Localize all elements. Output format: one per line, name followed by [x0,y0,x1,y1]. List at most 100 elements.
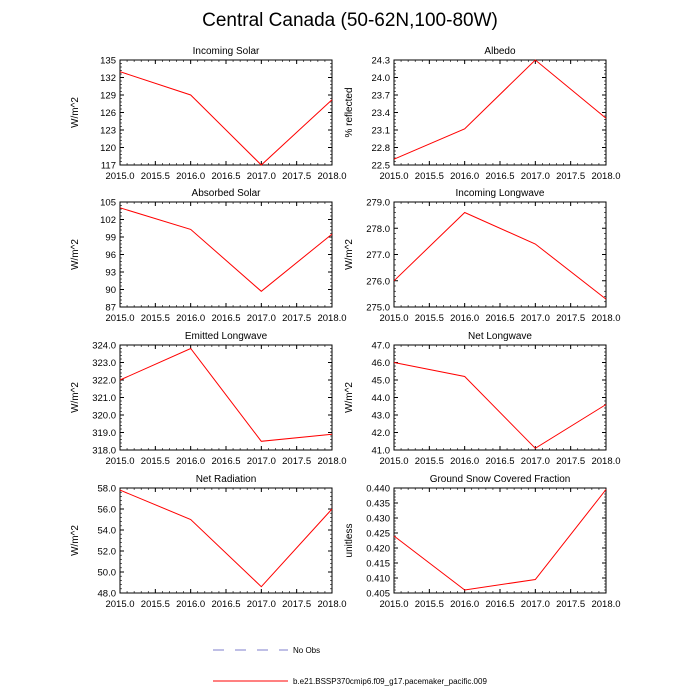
x-tick-label: 2018.0 [317,313,346,324]
x-tick-label: 2016.5 [211,313,240,324]
x-tick-label: 2016.0 [176,171,205,182]
y-tick-label: 50.0 [98,568,117,579]
panel-title: Net Longwave [468,331,532,342]
y-tick-label: 24.3 [372,56,391,67]
panel-title: Ground Snow Covered Fraction [430,474,571,485]
x-tick-label: 2015.0 [105,171,134,182]
x-tick-label: 2015.5 [141,456,170,467]
panel-net-longwave: Net Longwave W/m^2 2015.0 2015.5 2016.0 2016.… [344,331,621,467]
y-tick-label: 0.410 [366,574,390,585]
y-tick-label: 23.7 [372,91,391,102]
y-tick-label: 120 [100,143,116,154]
y-tick-label: 275.0 [366,303,390,314]
y-tick-label: 42.0 [372,428,391,439]
x-tick-label: 2016.0 [176,456,205,467]
x-tick-label: 2015.5 [415,313,444,324]
y-tick-label: 93 [105,268,116,279]
x-tick-label: 2017.5 [282,456,311,467]
series-line [119,71,333,166]
y-tick-label: 44.0 [372,393,391,404]
y-tick-label: 0.430 [366,514,390,525]
panel-title: Incoming Longwave [456,188,545,199]
panel-incoming-longwave: Incoming Longwave W/m^2 2015.0 2015.5 2016.0… [344,188,621,324]
x-tick-label: 2017.5 [556,456,585,467]
x-tick-label: 2015.0 [105,456,134,467]
y-tick-label: 126 [100,108,116,119]
plot-frame [393,487,607,594]
y-tick-label: 41.0 [372,446,391,457]
y-tick-label: 105 [100,198,116,209]
x-tick-label: 2015.5 [141,599,170,610]
panel-title: Albedo [484,46,516,57]
y-tick-label: 24.0 [372,73,391,84]
panel-title: Net Radiation [196,474,257,485]
plot-frame [393,344,607,451]
y-tick-label: 117 [101,161,116,172]
panel-title: Incoming Solar [193,46,260,57]
x-tick-label: 2015.0 [105,313,134,324]
y-tick-label: 0.440 [366,484,390,495]
series-line [119,347,333,442]
x-tick-label: 2017.5 [556,313,585,324]
x-tick-label: 2018.0 [591,313,620,324]
x-tick-label: 2017.0 [247,171,276,182]
x-tick-label: 2018.0 [591,456,620,467]
y-axis-label: W/m^2 [70,525,81,556]
x-tick-label: 2016.0 [176,599,205,610]
x-tick-label: 2018.0 [317,456,346,467]
x-tick-label: 2017.0 [247,456,276,467]
x-tick-label: 2015.0 [379,171,408,182]
legend-label: b.e21.BSSP370cmip6.f09_g17.pacemaker_pac… [293,677,487,686]
x-tick-label: 2015.5 [141,313,170,324]
series-line [119,207,333,292]
x-tick-label: 2016.5 [485,599,514,610]
y-tick-label: 46.0 [372,358,391,369]
panel-emitted-longwave: Emitted Longwave W/m^2 2015.0 2015.5 2016.0 2… [70,331,347,467]
x-tick-label: 2017.0 [521,171,550,182]
y-axis-label: W/m^2 [70,239,81,270]
y-tick-label: 0.405 [366,589,390,600]
x-tick-label: 2015.5 [415,456,444,467]
panel-net-radiation: Net Radiation W/m^2 2015.0 2015.5 2016.0 2016… [70,474,347,610]
plot-frame [119,344,333,451]
y-tick-label: 102 [100,215,116,226]
y-tick-label: 277.0 [366,250,390,261]
x-tick-label: 2016.5 [211,456,240,467]
y-tick-label: 323.0 [92,358,116,369]
y-tick-label: 279.0 [366,198,390,209]
y-tick-label: 0.435 [366,499,390,510]
y-tick-label: 22.5 [372,161,391,172]
y-tick-label: 0.420 [366,544,390,555]
x-tick-label: 2016.0 [450,599,479,610]
y-tick-label: 132 [100,73,116,84]
series-line [393,211,607,300]
series-line [393,489,607,591]
plot-frame [119,59,333,166]
y-tick-label: 87 [105,303,116,314]
x-tick-label: 2015.5 [415,171,444,182]
x-tick-label: 2015.0 [379,456,408,467]
plot-frame [393,201,607,308]
x-tick-label: 2016.0 [450,456,479,467]
x-tick-label: 2017.0 [521,313,550,324]
legend: No Obs b.e21.BSSP370cmip6.f09_g17.pacemak… [213,646,487,686]
y-tick-label: 58.0 [98,484,117,495]
plot-frame [393,59,607,166]
y-axis-label: unitless [344,524,355,558]
x-tick-label: 2017.5 [282,313,311,324]
y-tick-label: 23.4 [372,108,391,119]
x-tick-label: 2016.5 [485,171,514,182]
y-tick-label: 319.0 [92,428,116,439]
y-tick-label: 278.0 [366,224,390,235]
x-tick-label: 2017.5 [282,599,311,610]
x-tick-label: 2018.0 [591,171,620,182]
x-tick-label: 2015.5 [141,171,170,182]
x-tick-label: 2016.5 [485,456,514,467]
series-line [393,362,607,449]
x-tick-label: 2017.0 [247,313,276,324]
panel-absorbed-solar: Absorbed Solar W/m^2 2015.0 2015.5 2016.0 201… [70,188,347,324]
x-tick-label: 2017.5 [556,599,585,610]
y-tick-label: 90 [105,285,116,296]
x-tick-label: 2016.0 [450,313,479,324]
y-axis-label: % reflected [344,87,355,137]
